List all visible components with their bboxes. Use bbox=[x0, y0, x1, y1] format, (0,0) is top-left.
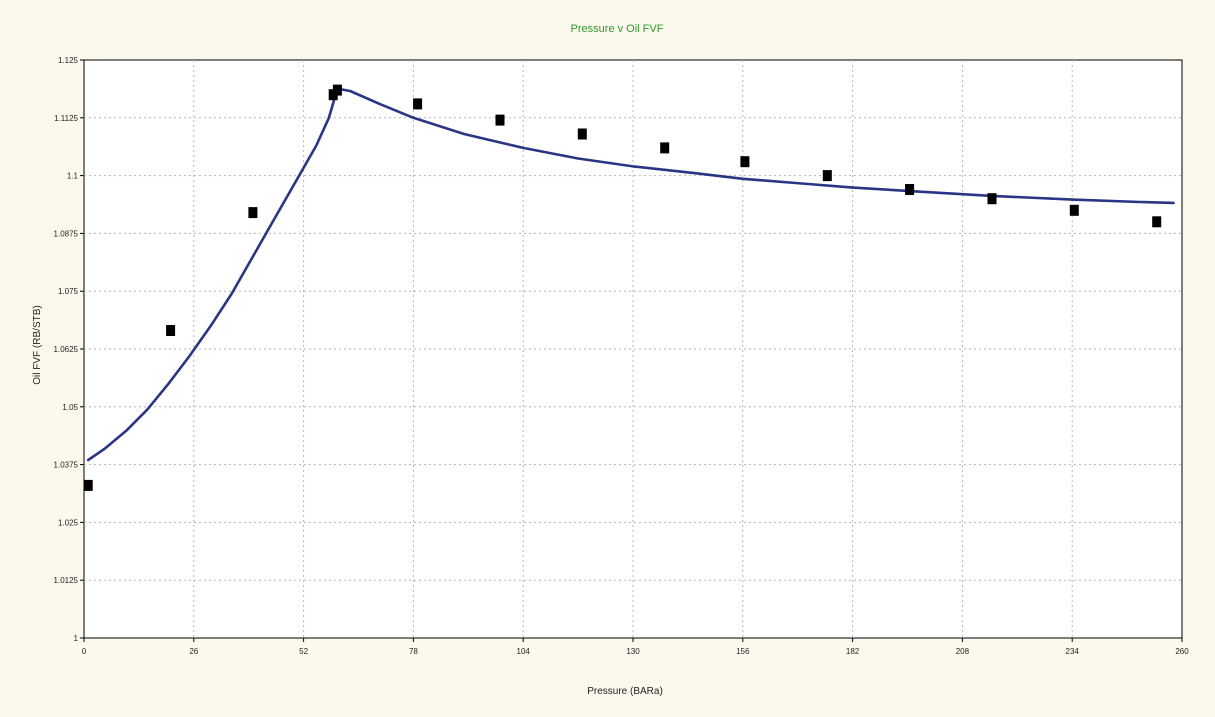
tick-layer: 0 26 52 78 104 130 156 182 208 234 260 1 1.0125 1.025… bbox=[54, 56, 1190, 656]
y-tick-label: 1.1125 bbox=[54, 114, 78, 123]
data-point-marker bbox=[577, 128, 587, 140]
y-tick-label: 1 bbox=[74, 634, 79, 643]
y-tick-label: 1.125 bbox=[58, 56, 79, 65]
x-tick-label: 208 bbox=[956, 647, 970, 656]
y-axis-label: Oil FVF (RB/STB) bbox=[32, 305, 43, 384]
data-point-marker bbox=[1152, 216, 1162, 228]
x-tick-label: 182 bbox=[846, 647, 860, 656]
x-tick-label: 78 bbox=[409, 647, 418, 656]
data-point-marker bbox=[1069, 204, 1079, 216]
fvf-curve-line bbox=[86, 87, 1175, 462]
y-tick-label: 1.0625 bbox=[54, 345, 79, 354]
x-tick-label: 234 bbox=[1066, 647, 1080, 656]
data-point-marker bbox=[495, 114, 505, 126]
y-tick-label: 1.075 bbox=[58, 287, 79, 296]
data-point-marker bbox=[822, 170, 832, 182]
data-point-marker bbox=[248, 207, 258, 219]
x-tick-label: 0 bbox=[82, 647, 87, 656]
data-point-marker bbox=[740, 156, 750, 168]
data-point-marker bbox=[987, 193, 997, 205]
x-tick-label: 130 bbox=[626, 647, 640, 656]
x-tick-label: 52 bbox=[299, 647, 308, 656]
data-point-marker bbox=[660, 142, 670, 154]
y-tick-label: 1.0125 bbox=[54, 576, 79, 585]
y-tick-label: 1.1 bbox=[67, 172, 79, 181]
data-point-marker bbox=[332, 84, 342, 96]
x-axis-label: Pressure (BARa) bbox=[587, 686, 663, 697]
series-layer bbox=[83, 84, 1175, 491]
grid-layer bbox=[84, 60, 1182, 638]
x-tick-label: 26 bbox=[189, 647, 198, 656]
y-tick-label: 1.0375 bbox=[54, 461, 79, 470]
chart-title: Pressure v Oil FVF bbox=[571, 23, 664, 35]
y-tick-label: 1.025 bbox=[58, 518, 79, 527]
x-tick-label: 104 bbox=[517, 647, 531, 656]
data-point-marker bbox=[83, 479, 93, 491]
x-tick-label: 260 bbox=[1175, 647, 1189, 656]
y-tick-label: 1.0875 bbox=[54, 229, 79, 238]
y-tick-label: 1.05 bbox=[62, 403, 78, 412]
data-point-marker bbox=[905, 184, 915, 195]
data-point-marker bbox=[166, 325, 176, 336]
x-tick-label: 156 bbox=[736, 647, 750, 656]
data-point-marker bbox=[413, 98, 423, 110]
